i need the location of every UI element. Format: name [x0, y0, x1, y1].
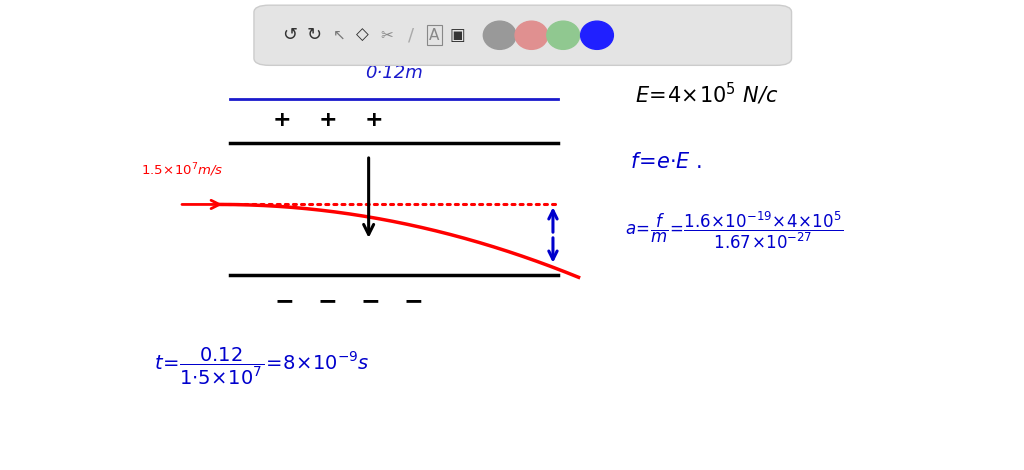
Text: A: A — [429, 28, 439, 43]
Text: ✂: ✂ — [381, 28, 393, 43]
Text: $t\!=\!\dfrac{0.12}{1{\cdot}5\!\times\!10^{7}}\!=\!8\!\times\!10^{-9}s$: $t\!=\!\dfrac{0.12}{1{\cdot}5\!\times\!1… — [154, 346, 370, 387]
Text: $f\!=\!e{\cdot}E\ .$: $f\!=\!e{\cdot}E\ .$ — [630, 152, 701, 172]
Text: −: − — [360, 289, 381, 313]
Ellipse shape — [581, 21, 613, 49]
Text: −: − — [403, 289, 424, 313]
Text: ↺: ↺ — [283, 26, 297, 44]
Ellipse shape — [515, 21, 548, 49]
Text: $E\!=\!4\!\times\!10^{5}$ N/c: $E\!=\!4\!\times\!10^{5}$ N/c — [635, 81, 778, 107]
Text: $a\!=\!\dfrac{f}{m}\!=\!\dfrac{1.6\!\times\!10^{-19}\!\times\!4\!\times\!10^{5}}: $a\!=\!\dfrac{f}{m}\!=\!\dfrac{1.6\!\tim… — [625, 210, 843, 251]
Text: +: + — [272, 110, 291, 130]
Text: −: − — [317, 289, 338, 313]
Text: ◇: ◇ — [356, 26, 369, 44]
Text: ↖: ↖ — [333, 28, 345, 43]
Text: +: + — [365, 110, 383, 130]
Ellipse shape — [483, 21, 516, 49]
Text: +: + — [318, 110, 337, 130]
Text: /: / — [408, 26, 414, 44]
FancyBboxPatch shape — [254, 5, 792, 65]
Text: ↻: ↻ — [307, 26, 322, 44]
Text: 0·12m: 0·12m — [366, 64, 423, 82]
Text: ▣: ▣ — [450, 26, 466, 44]
Text: −: − — [274, 289, 295, 313]
Text: $1.5\!\times\!10^{7}$m/s: $1.5\!\times\!10^{7}$m/s — [141, 161, 223, 179]
Ellipse shape — [547, 21, 580, 49]
